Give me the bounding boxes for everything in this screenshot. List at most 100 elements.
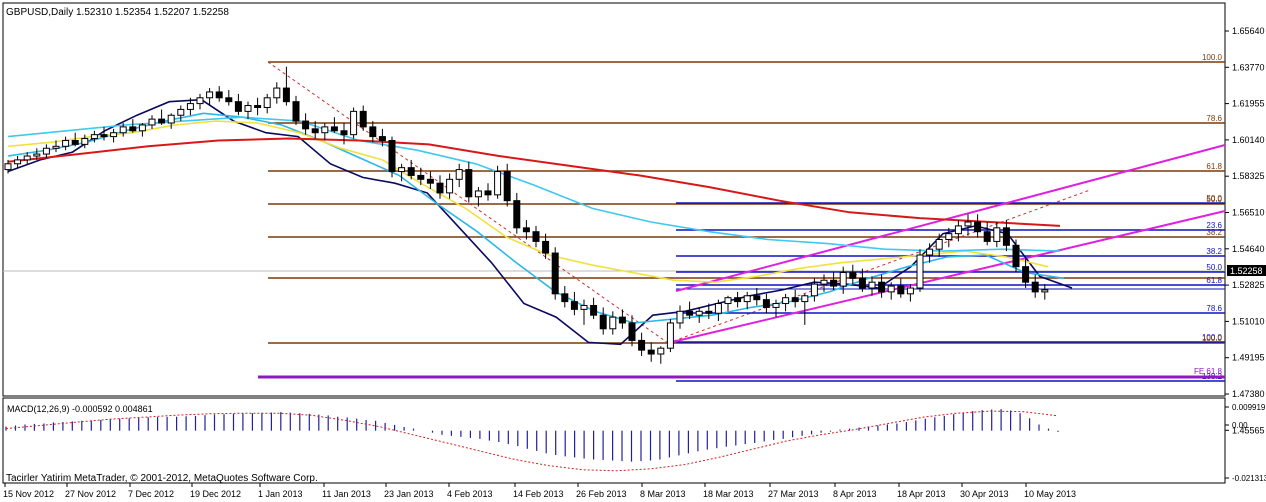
y-axis-tick-label: 1.52825 bbox=[1232, 280, 1265, 290]
fib-blue-label: 38.2 bbox=[1206, 247, 1222, 256]
candle bbox=[388, 136, 396, 178]
x-axis-tick-label: 18 Mar 2013 bbox=[703, 489, 754, 499]
y-axis-tick-label: 1.60140 bbox=[1232, 135, 1265, 145]
candle-body bbox=[62, 139, 70, 147]
moving-average-layer bbox=[7, 98, 1073, 346]
candle-body bbox=[638, 339, 646, 351]
candle bbox=[71, 132, 79, 147]
candle bbox=[158, 109, 166, 125]
candle-body bbox=[138, 124, 146, 132]
candle-body bbox=[734, 297, 742, 303]
copyright-footer: Tacirler Yatirim MetaTrader, © 2001-2012… bbox=[6, 473, 318, 484]
candle bbox=[964, 214, 972, 236]
candle bbox=[1002, 220, 1010, 252]
candle bbox=[484, 183, 492, 201]
candle bbox=[676, 305, 684, 329]
candle bbox=[666, 319, 674, 353]
candle bbox=[14, 156, 22, 168]
candle-body bbox=[350, 110, 358, 136]
candle bbox=[244, 101, 252, 120]
candle bbox=[791, 289, 799, 308]
candle-body bbox=[71, 139, 79, 145]
y-axis-tick-label: 1.58325 bbox=[1232, 171, 1265, 181]
candle bbox=[954, 220, 962, 242]
moving-average-line bbox=[7, 98, 1073, 346]
candle bbox=[820, 274, 828, 292]
candle-body bbox=[4, 163, 12, 171]
candle bbox=[618, 309, 626, 329]
candle-body bbox=[1022, 266, 1030, 283]
y-axis-tick-label: 1.49195 bbox=[1232, 353, 1265, 363]
fib-blue-label: 50.0 bbox=[1206, 263, 1222, 272]
candle-body bbox=[100, 134, 108, 138]
main-chart-frame bbox=[2, 2, 1226, 397]
candle bbox=[782, 293, 790, 312]
candle bbox=[225, 90, 233, 106]
candle-body bbox=[215, 91, 223, 99]
candle-body bbox=[81, 138, 89, 145]
x-axis-tick-label: 23 Jan 2013 bbox=[384, 489, 434, 499]
candle bbox=[983, 222, 991, 246]
candle bbox=[1031, 274, 1039, 298]
candle bbox=[62, 136, 70, 151]
x-axis-tick-label: 18 Apr 2013 bbox=[897, 489, 946, 499]
y-axis-tick-label: 1.56510 bbox=[1232, 208, 1265, 218]
candle-body bbox=[570, 301, 578, 310]
fib-trend-dashed bbox=[267, 61, 669, 344]
candle bbox=[81, 134, 89, 149]
candle-body bbox=[436, 182, 444, 194]
fib-brown-label: 61.8 bbox=[1206, 162, 1222, 171]
candle-body bbox=[887, 285, 895, 293]
candle bbox=[100, 126, 108, 141]
fib-trend-dashed bbox=[667, 189, 1091, 344]
candle bbox=[974, 214, 982, 238]
candle bbox=[897, 278, 905, 298]
candle-body bbox=[551, 252, 559, 295]
macd-tick-label: 0.00 bbox=[1232, 421, 1248, 430]
candle-body bbox=[158, 118, 166, 124]
candle-body bbox=[206, 91, 214, 99]
candle bbox=[455, 163, 463, 188]
candle bbox=[772, 299, 780, 318]
candle-body bbox=[772, 303, 780, 308]
candle-body bbox=[186, 103, 194, 110]
candle-body bbox=[983, 231, 991, 242]
x-axis-tick-label: 14 Feb 2013 bbox=[513, 489, 564, 499]
candle-body bbox=[273, 87, 281, 99]
moving-average-line bbox=[7, 116, 1061, 252]
candle bbox=[426, 171, 434, 190]
candle bbox=[282, 66, 290, 106]
candle bbox=[1022, 258, 1030, 289]
candle-body bbox=[628, 322, 636, 341]
y-axis-tick-label: 1.51010 bbox=[1232, 316, 1265, 326]
y-axis-tick-label: 1.45565 bbox=[1232, 425, 1265, 435]
candle bbox=[311, 121, 319, 139]
candle bbox=[561, 286, 569, 308]
candle bbox=[734, 291, 742, 308]
candle bbox=[340, 123, 348, 145]
candle-body bbox=[657, 347, 665, 355]
candle bbox=[494, 165, 502, 199]
candle bbox=[465, 161, 473, 203]
candle-body bbox=[321, 126, 329, 134]
candle-body bbox=[110, 132, 118, 138]
candle-body bbox=[714, 303, 722, 314]
candle bbox=[42, 144, 50, 158]
candle bbox=[254, 97, 262, 116]
candle-body bbox=[1031, 281, 1039, 293]
candle bbox=[532, 225, 540, 248]
candle bbox=[743, 291, 751, 310]
candle-body bbox=[849, 271, 857, 279]
candle-body bbox=[599, 314, 607, 330]
candle bbox=[551, 247, 559, 300]
fib-blue-label: 100.0 bbox=[1202, 333, 1223, 342]
candle-body bbox=[90, 134, 98, 140]
candle bbox=[580, 299, 588, 325]
fib-blue-label: 61.8 bbox=[1206, 276, 1222, 285]
candle-body bbox=[974, 221, 982, 233]
candle bbox=[590, 297, 598, 320]
candle bbox=[599, 307, 607, 335]
candle-body bbox=[340, 130, 348, 136]
candles-layer bbox=[4, 66, 1049, 364]
candle bbox=[398, 163, 406, 182]
